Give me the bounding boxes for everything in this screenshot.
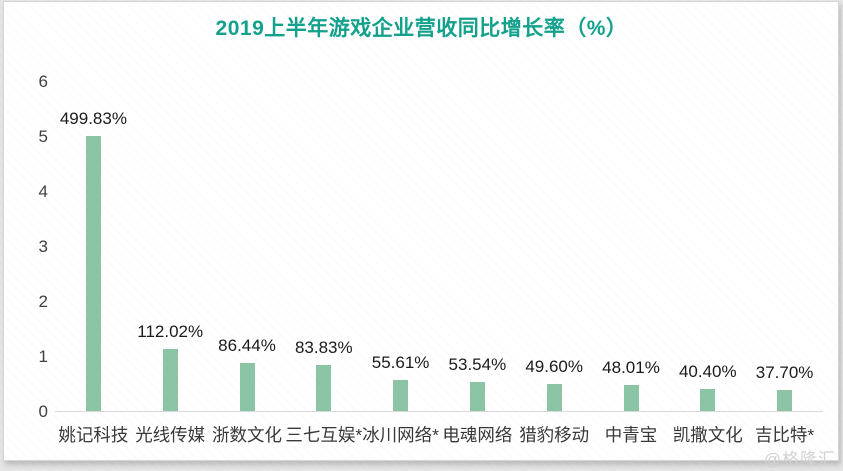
y-axis-tick-label: 5 [38, 127, 48, 146]
x-axis-category-label: 中青宝 [604, 425, 658, 445]
x-axis-category-label: 吉比特* [754, 425, 815, 445]
y-axis-tick-label: 4 [38, 182, 48, 201]
bar [162, 349, 178, 411]
x-axis-category-label: 电魂网络 [442, 425, 513, 445]
x-axis-category-label: 光线传媒 [135, 425, 206, 445]
y-axis-tick-label: 1 [38, 347, 48, 366]
bar [393, 380, 409, 411]
bar-value-label: 112.02% [137, 322, 204, 342]
bar [623, 384, 639, 411]
bar-value-label: 86.44% [218, 336, 276, 356]
chart-title: 2019上半年游戏企业营收同比增长率（%） [215, 17, 628, 40]
bar [546, 383, 562, 411]
chart-panel [3, 1, 839, 461]
bar-value-label: 37.70% [755, 363, 814, 383]
y-axis-tick-label: 6 [38, 72, 48, 91]
bar [700, 388, 716, 411]
x-axis-category-label: 姚记科技 [58, 425, 129, 445]
bar-value-label: 49.60% [525, 356, 584, 376]
bar [239, 363, 255, 411]
x-axis-category-label: 凯撒文化 [672, 425, 743, 445]
bar-value-label: 55.61% [371, 353, 430, 373]
bar [85, 136, 101, 411]
x-axis-category-label: 三七互娱* [285, 425, 363, 445]
bar-value-label: 83.83% [294, 337, 353, 357]
y-axis-tick-label: 2 [38, 292, 48, 311]
watermark-gelonghui: @格隆汇 [763, 450, 836, 469]
bar-value-label: 40.40% [678, 361, 737, 381]
bar [469, 381, 485, 411]
bar [777, 390, 793, 411]
bar [316, 364, 332, 411]
x-axis-line [55, 411, 823, 412]
y-axis-tick-label: 3 [38, 237, 48, 256]
x-axis-category-label: 冰川网络* [362, 425, 439, 445]
bar-value-label: 53.54% [448, 354, 507, 374]
x-axis-category-label: 浙数文化 [212, 425, 282, 445]
y-axis-tick-label: 0 [38, 402, 48, 421]
bar-value-label: 499.83% [59, 109, 127, 129]
bar-value-label: 48.01% [602, 357, 660, 377]
x-axis-category-label: 猎豹移动 [519, 425, 590, 445]
